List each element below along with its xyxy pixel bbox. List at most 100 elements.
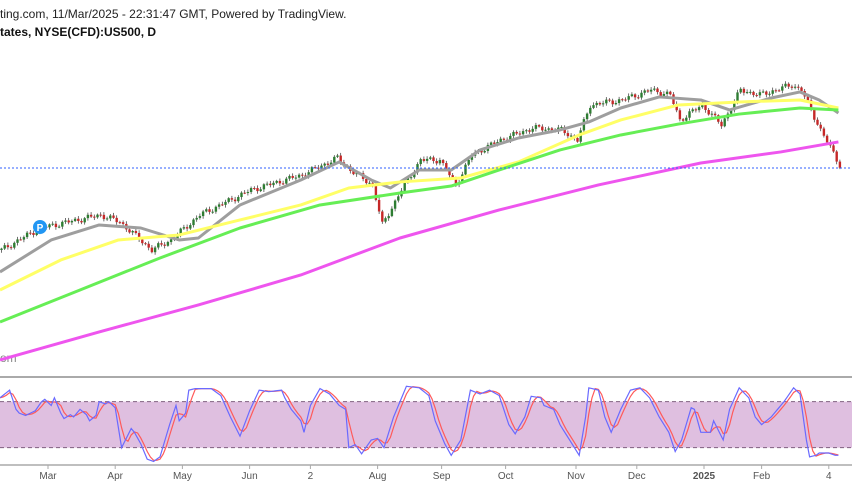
candle [150,244,154,254]
x-tick-label: Jun [242,471,258,482]
candle [262,183,266,193]
candle [617,96,621,106]
candle [630,92,634,98]
candle [265,181,269,187]
candle [646,88,650,93]
candle [217,202,221,210]
ma20-line [0,90,840,274]
candle [614,100,618,106]
candle [32,230,35,238]
candle [441,158,445,166]
candle [752,90,755,98]
candle [390,206,394,218]
candle [80,218,83,225]
candle [297,173,301,179]
candle [541,124,544,134]
candle [102,212,106,222]
candle [237,195,240,203]
candle [793,84,797,90]
candle [115,215,118,225]
candle [61,220,64,230]
candle [387,213,390,221]
candle [112,212,115,219]
candle [537,124,541,128]
candle [13,241,16,250]
candle [109,213,112,222]
x-tick-label: May [173,471,192,482]
candle [19,236,22,241]
candle [3,242,6,251]
candle [566,130,570,139]
candle [9,245,13,250]
candle [86,212,90,221]
candle [163,242,166,249]
p-badge[interactable]: P [33,220,47,234]
candle [291,173,294,180]
candle [157,241,160,250]
candle [25,230,29,240]
candle [838,159,842,170]
candle [781,83,784,94]
candle [432,155,435,164]
candle [51,221,54,226]
chart-attribution: ting.com, 11/Mar/2025 - 22:31:47 GMT, Po… [0,7,347,21]
candle [797,84,800,91]
candle [438,157,442,166]
candle [131,230,134,236]
candle [201,209,205,219]
candle [313,164,317,169]
candle [121,220,125,227]
p-badge-label: P [37,223,44,234]
p-badge-circle [33,220,47,234]
moving-averages [0,90,840,362]
candle [694,107,698,113]
candle [195,215,198,222]
candle [528,128,531,134]
candle [598,101,602,106]
candle [774,88,778,93]
candle [521,128,525,136]
candle [595,101,598,108]
candle [637,94,640,100]
candle [707,107,710,116]
candle [70,219,74,226]
candle [525,128,528,134]
stoch-k-line [0,385,839,463]
candle [278,178,282,187]
candle [134,228,138,235]
candle [73,216,77,222]
ma200-line [0,140,839,362]
x-tick-label: Mar [39,471,57,482]
candle [649,87,653,95]
candle [739,87,742,94]
candle [0,247,3,253]
candle [214,205,218,214]
candle [464,162,467,178]
candle [381,209,384,224]
candle [6,242,10,250]
candle [118,220,122,225]
candle [758,89,762,99]
candle [589,105,592,117]
candle [233,196,237,204]
candle [653,86,656,92]
candle [665,89,669,97]
candle [393,199,397,212]
candle [601,100,605,107]
candle [697,104,701,113]
candle [678,108,682,122]
candle [787,82,790,89]
candle [205,207,208,213]
candle [585,112,589,122]
candle [425,156,429,164]
x-tick-label: Aug [369,471,387,482]
x-tick-label: Dec [628,471,646,482]
candle [368,180,371,185]
candle [243,190,246,195]
x-tick-label: 2 [308,471,314,482]
candle [518,130,522,137]
candle [761,89,765,94]
candle [377,197,381,214]
candle [256,185,259,194]
candle [182,224,186,230]
